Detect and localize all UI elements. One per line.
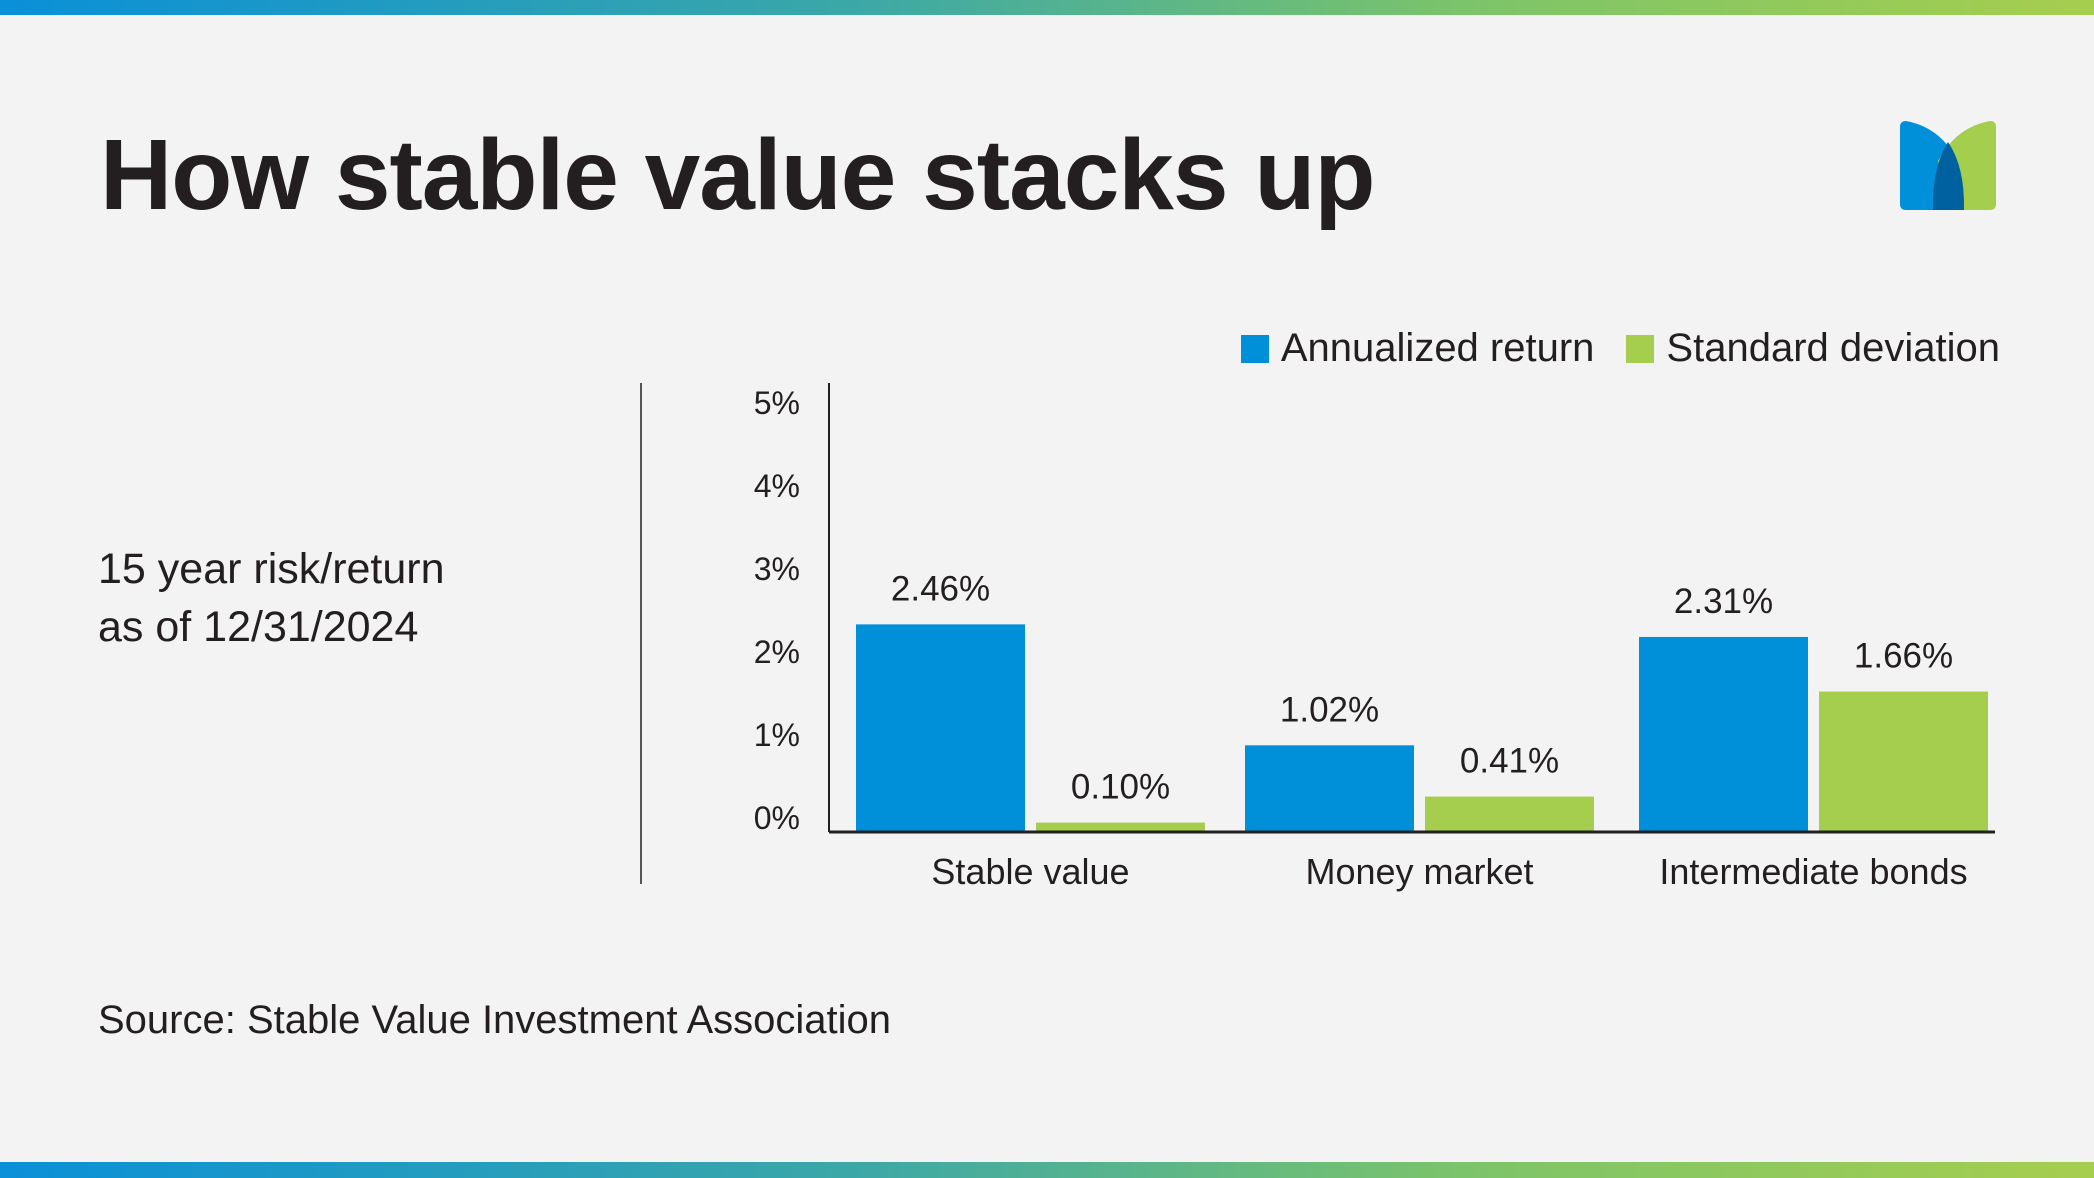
bar-annualized-return [856, 624, 1025, 831]
page-title: How stable value stacks up [100, 119, 1375, 231]
bar-standard-deviation [1036, 822, 1205, 831]
legend-swatch [1626, 334, 1655, 363]
metlife-logo [1900, 121, 1996, 210]
subtitle-line: 15 year risk/return [98, 545, 445, 593]
legend-label: Standard deviation [1666, 326, 2000, 370]
chart-subtitle: 15 year risk/return as of 12/31/2024 [98, 540, 445, 656]
y-tick-label: 5% [754, 385, 800, 421]
data-label: 0.41% [1460, 742, 1559, 781]
legend-swatch [1240, 334, 1269, 363]
bar-annualized-return [1639, 636, 1808, 831]
bar-standard-deviation [1425, 796, 1594, 831]
x-tick-label: Stable value [931, 851, 1129, 892]
x-tick-label: Money market [1305, 851, 1533, 892]
divider [640, 383, 642, 884]
data-label: 0.10% [1071, 768, 1170, 807]
data-label: 1.02% [1280, 690, 1379, 729]
y-tick-label: 1% [754, 717, 800, 753]
y-tick-label: 0% [754, 800, 800, 836]
bar-standard-deviation [1819, 691, 1988, 831]
legend-item-annualized-return: Annualized return [1240, 326, 1595, 371]
data-label: 2.31% [1674, 582, 1773, 621]
source-note: Source: Stable Value Investment Associat… [98, 998, 892, 1042]
x-tick-label: Intermediate bonds [1659, 851, 1967, 892]
y-tick-label: 4% [754, 468, 800, 504]
subtitle-line: as of 12/31/2024 [98, 603, 419, 651]
bar-annualized-return [1245, 745, 1414, 831]
legend-label: Annualized return [1280, 326, 1595, 370]
data-label: 1.66% [1854, 637, 1953, 676]
legend: Annualized return Standard deviation [1209, 326, 2000, 371]
top-gradient-band [0, 0, 2094, 15]
data-label: 2.46% [891, 569, 990, 608]
y-tick-label: 2% [754, 634, 800, 670]
y-tick-label: 3% [754, 551, 800, 587]
legend-item-standard-deviation: Standard deviation [1626, 326, 2000, 371]
bottom-gradient-band [0, 1162, 2094, 1178]
